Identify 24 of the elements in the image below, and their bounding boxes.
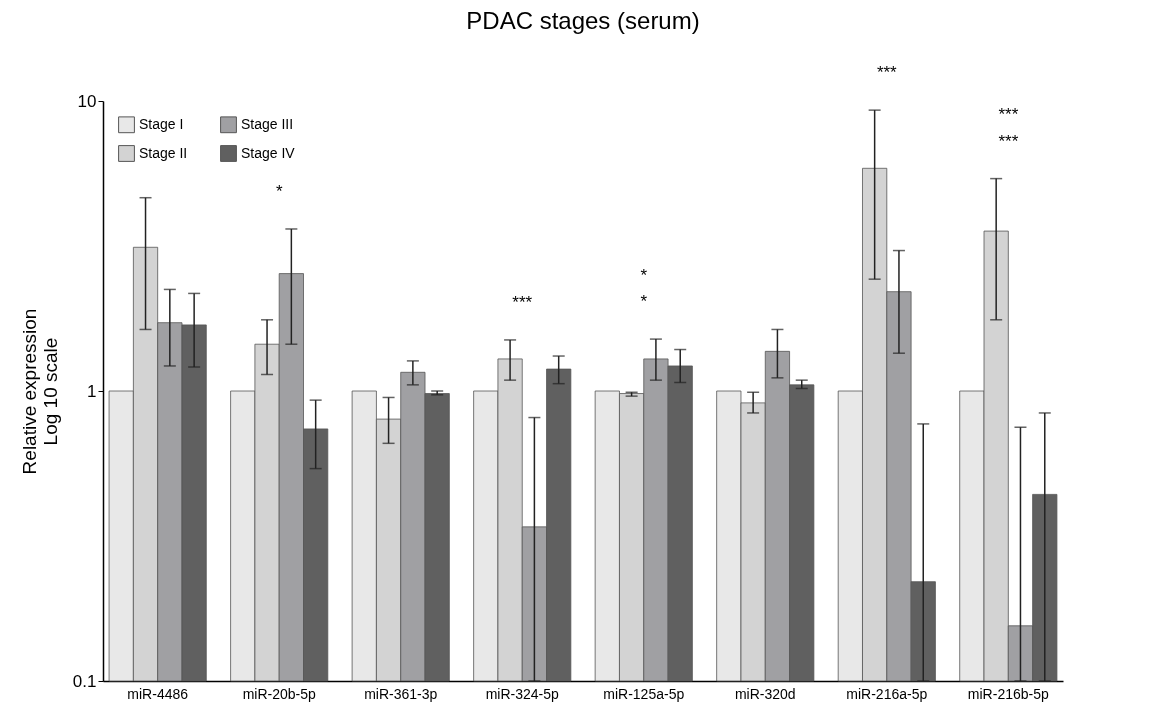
x-tick-label: miR-4486 [127,685,189,702]
x-tick-label: miR-216a-5p [846,685,928,702]
annotation: *** [998,131,1019,151]
legend-label: Stage I [139,115,184,132]
annotation: * [275,181,283,201]
y-tick-label: 1 [87,381,97,401]
annotation: *** [998,105,1019,125]
annotation: * [640,265,648,285]
legend-label: Stage IV [241,144,296,161]
text: *** [876,63,898,83]
y-tick-label: 10 [77,91,97,111]
x-tick-label: miR-125a-5p [603,685,685,702]
x-tick-label: miR-324-5p [485,685,560,702]
chart-title: PDAC stages (serum) [466,7,700,35]
y-axis-title: Relative expression Log 10 scale [18,308,61,475]
x-tick-label: miR-216b-5p [967,685,1049,702]
y-tick-label: 0.1 [72,671,97,691]
x-tick-label: miR-361-3p [364,685,438,702]
x-tick-label: miR-320d [734,685,796,702]
legend-label: Stage II [139,144,188,161]
x-tick-label: miR-20b-5p [242,685,316,702]
legend-label: Stage III [241,115,294,132]
annotation: * [640,292,648,311]
annotation: *** [512,292,533,312]
